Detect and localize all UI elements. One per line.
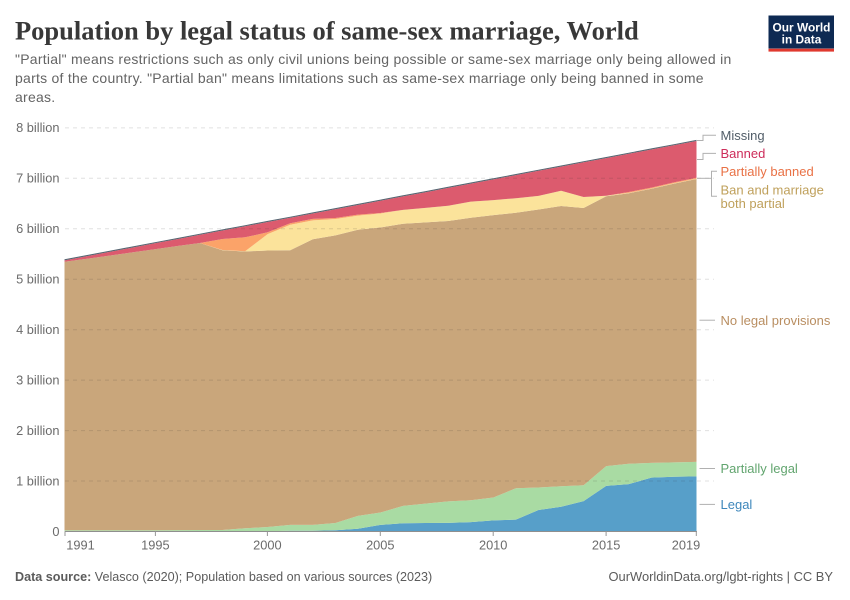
svg-text:2015: 2015 (592, 538, 620, 553)
svg-text:Our World: Our World (773, 21, 831, 35)
svg-text:Partially legal: Partially legal (721, 461, 798, 476)
svg-text:OurWorldinData.org/lgbt-rights: OurWorldinData.org/lgbt-rights | CC BY (609, 569, 834, 584)
svg-text:6 billion: 6 billion (16, 221, 59, 236)
svg-text:Partially banned: Partially banned (721, 164, 814, 179)
svg-text:Population by legal status of: Population by legal status of same-sex m… (15, 16, 639, 46)
svg-text:Ban and marriage: Ban and marriage (721, 182, 824, 197)
svg-text:"Partial" means restrictions s: "Partial" means restrictions such as onl… (15, 51, 732, 67)
svg-text:areas.: areas. (15, 89, 55, 105)
svg-text:2005: 2005 (366, 538, 394, 553)
svg-text:Legal: Legal (721, 497, 753, 512)
svg-text:No legal provisions: No legal provisions (721, 313, 831, 328)
svg-text:2019: 2019 (672, 538, 700, 553)
svg-text:parts of the country. "Partial: parts of the country. "Partial ban" mean… (15, 70, 704, 86)
svg-text:4 billion: 4 billion (16, 322, 59, 337)
svg-text:8 billion: 8 billion (16, 120, 59, 135)
svg-text:both partial: both partial (721, 196, 785, 211)
svg-text:1995: 1995 (141, 538, 169, 553)
svg-text:2000: 2000 (253, 538, 281, 553)
svg-text:2 billion: 2 billion (16, 423, 59, 438)
svg-text:1 billion: 1 billion (16, 473, 59, 488)
svg-text:0: 0 (52, 524, 59, 539)
svg-text:5 billion: 5 billion (16, 272, 59, 287)
svg-text:2010: 2010 (479, 538, 507, 553)
svg-text:Missing: Missing (721, 128, 765, 143)
svg-text:1991: 1991 (66, 538, 94, 553)
svg-text:Banned: Banned (721, 146, 766, 161)
svg-text:3 billion: 3 billion (16, 372, 59, 387)
svg-text:in Data: in Data (782, 32, 822, 46)
svg-text:7 billion: 7 billion (16, 171, 59, 186)
svg-text:Data source: Velasco (2020); P: Data source: Velasco (2020); Population … (15, 570, 432, 584)
